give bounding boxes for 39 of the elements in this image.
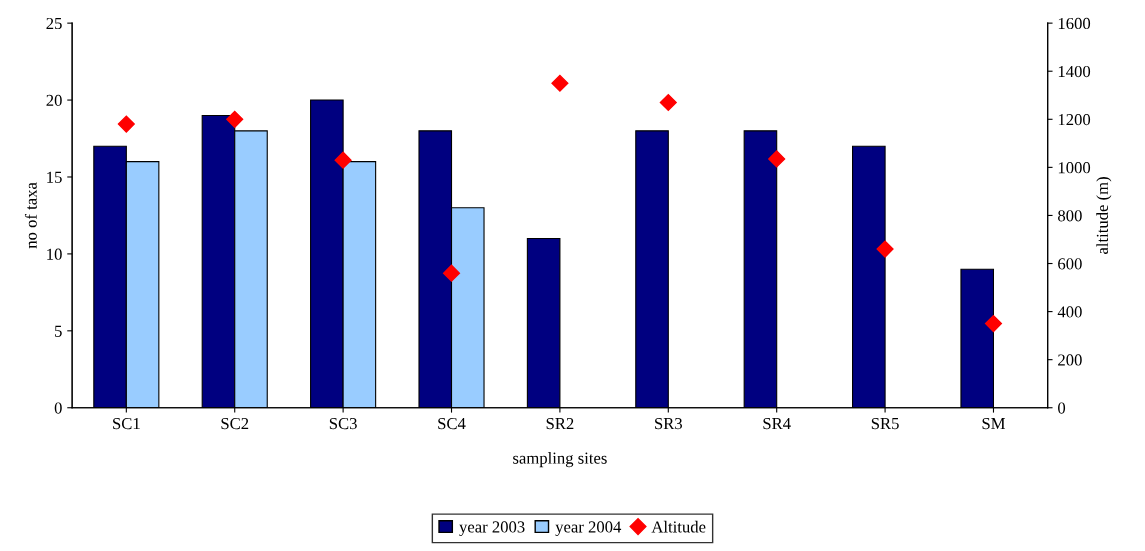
x-tick-label: SR2	[546, 417, 574, 430]
point	[551, 74, 569, 92]
x-tick-label: SR3	[655, 417, 683, 430]
y-tick-label: 0	[54, 402, 62, 414]
y-tick-label: 5	[55, 325, 62, 337]
x-tick-label: SC2	[221, 417, 249, 430]
y2-tick-label: 0	[1058, 402, 1066, 414]
legend-label: year 2003	[459, 521, 525, 536]
legend-label: year 2004	[555, 521, 622, 536]
y-tick-label: 25	[46, 17, 62, 30]
x-axis-title: sampling sites	[513, 452, 607, 468]
y2-tick-label: 1200	[1058, 113, 1091, 126]
point	[117, 115, 135, 133]
point	[442, 264, 461, 282]
x-tick-label: SC4	[438, 417, 466, 430]
point	[334, 151, 352, 169]
y-tick-label: 10	[47, 248, 62, 260]
y2-tick-label: 800	[1058, 210, 1082, 222]
y2-tick-label: 200	[1058, 354, 1082, 366]
y-tick-label: 20	[46, 94, 62, 107]
y2-tick-label: 1600	[1058, 17, 1091, 30]
point	[659, 93, 677, 112]
x-tick-label: SR4	[763, 417, 791, 430]
point	[984, 315, 1003, 333]
y-tick-label: 15	[47, 171, 62, 183]
x-tick-label: SC3	[329, 417, 357, 430]
point	[226, 110, 244, 128]
y2-tick-label: 600	[1058, 258, 1082, 270]
x-tick-label: SM	[982, 417, 1006, 430]
y-axis-title: no of taxa	[24, 182, 37, 249]
y2-tick-label: 400	[1057, 306, 1082, 318]
y2-tick-label: 1000	[1058, 162, 1091, 174]
x-tick-label: SC1	[113, 417, 140, 430]
legend-label: Altitude	[651, 520, 706, 533]
point	[876, 240, 894, 258]
point	[768, 150, 786, 168]
x-tick-label: SR5	[871, 417, 899, 430]
y2-tick-label: 1400	[1058, 65, 1091, 78]
y2-axis-title: altitude (m)	[1096, 177, 1112, 254]
